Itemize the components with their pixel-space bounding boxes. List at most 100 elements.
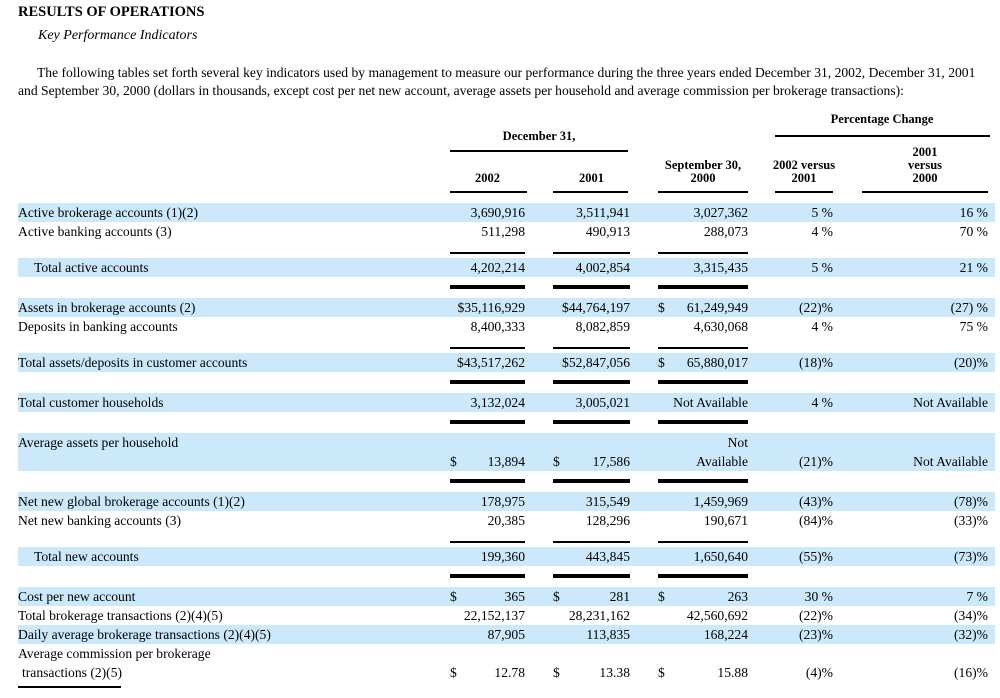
column-gap xyxy=(630,258,658,277)
cell-value: Not Available xyxy=(673,395,748,410)
cell-value: 3,511,941 xyxy=(576,205,630,220)
column-rule-2001-versus-2000 xyxy=(862,191,988,193)
table-row-line: Active brokerage accounts (1)(2) 3,690,91… xyxy=(18,203,995,222)
column-gap xyxy=(525,547,553,566)
column-gap xyxy=(833,492,862,511)
table-row: Total brokerage transactions (2)(4)(5) 22… xyxy=(18,606,995,625)
subtotal-rule-line xyxy=(658,541,748,543)
cell-value: (84)% xyxy=(799,513,833,528)
cell-value: 87,905 xyxy=(487,627,525,642)
cell-pct-2002-2001: 5 % xyxy=(775,203,833,222)
table-row-line: Total new accounts 199,360 443,845 1,650,64… xyxy=(18,547,995,566)
column-gap xyxy=(748,277,775,298)
spacer-cell xyxy=(775,566,833,587)
row-label: Average assets per household xyxy=(18,435,179,450)
cell-sept-2000: Not xyxy=(658,433,748,452)
spacer-cell xyxy=(862,530,988,547)
cell-value: 5 % xyxy=(811,260,833,275)
cell-pct-2001-2000: 70 % xyxy=(862,222,988,241)
cell-2001: 3,005,021 xyxy=(553,393,630,412)
column-gap xyxy=(748,492,775,511)
column-gap xyxy=(748,222,775,241)
total-rule-line xyxy=(553,380,630,384)
spacer-cell xyxy=(658,471,748,492)
spacer-cell xyxy=(775,530,833,547)
cell-value: $52,847,056 xyxy=(562,355,630,370)
spacer-cell xyxy=(553,471,630,492)
cell-2001 xyxy=(553,644,630,663)
cell-value: 281 xyxy=(609,589,630,604)
table-header: December 31, Percentage Change 2002 2001… xyxy=(18,110,995,203)
table-row: Active brokerage accounts (1)(2) 3,690,91… xyxy=(18,203,995,222)
column-gap xyxy=(525,566,553,587)
table-row: Cost per new account $365 $281 $263 30 % 7 % xyxy=(18,587,995,606)
header-rule-percentage-change xyxy=(775,135,990,137)
spacer-row xyxy=(18,336,995,353)
total-rule-line xyxy=(450,380,525,384)
cell-2001: 443,845 xyxy=(553,547,630,566)
table-row: Total assets/deposits in customer accoun… xyxy=(18,353,995,372)
row-label xyxy=(18,452,450,471)
table-row: Average commission per brokerage transact… xyxy=(18,644,995,682)
cell-value: (27) % xyxy=(950,300,988,315)
subtotal-rule-line xyxy=(450,252,525,254)
subtotal-rule-line xyxy=(658,252,748,254)
column-gap xyxy=(525,606,553,625)
cell-value: 42,560,692 xyxy=(686,608,748,623)
column-gap xyxy=(748,587,775,606)
row-label: Total new accounts xyxy=(34,549,139,564)
column-rule-2002 xyxy=(450,191,527,193)
intro-paragraph: The following tables set forth several k… xyxy=(18,64,976,98)
subtotal-rule-line xyxy=(553,252,630,254)
column-gap xyxy=(525,353,553,372)
cell-pct-2002-2001 xyxy=(775,644,833,663)
cell-value: (20)% xyxy=(954,355,988,370)
cell-2002: 4,202,214 xyxy=(450,258,525,277)
column-header-2002-versus-2001: 2002 versus 2001 xyxy=(744,159,864,185)
total-rule-line xyxy=(553,479,630,483)
cell-2002: 20,385 xyxy=(450,511,525,530)
cell-value: 178,975 xyxy=(480,494,525,509)
total-rule-line xyxy=(658,420,748,424)
column-gap xyxy=(525,372,553,393)
cell-pct-2002-2001: (55)% xyxy=(775,547,833,566)
cell-value: Not Available xyxy=(913,454,988,469)
spacer-cell xyxy=(450,530,525,547)
subtotal-rule-line xyxy=(658,347,748,349)
column-gap xyxy=(630,452,658,471)
column-gap xyxy=(630,625,658,644)
spacer-line xyxy=(18,530,995,547)
cell-value: 315,549 xyxy=(585,494,630,509)
column-gap xyxy=(525,298,553,317)
table-row: Total customer households 3,132,024 3,005,… xyxy=(18,393,995,412)
cell-pct-2002-2001: 4 % xyxy=(775,393,833,412)
cell-pct-2002-2001: (22)% xyxy=(775,298,833,317)
cell-sept-2000: 190,671 xyxy=(658,511,748,530)
cell-value: 3,005,021 xyxy=(575,395,630,410)
column-gap xyxy=(630,606,658,625)
dollar-sign: $ xyxy=(658,665,665,680)
spacer-cell xyxy=(553,566,630,587)
column-header-line: 2000 xyxy=(912,171,938,185)
cell-value: 4 % xyxy=(811,224,833,239)
column-gap xyxy=(833,412,862,433)
cell-value: 12.78 xyxy=(494,665,525,680)
cell-sept-2000: 3,315,435 xyxy=(658,258,748,277)
subtotal-rule-line xyxy=(553,347,630,349)
spacer-row xyxy=(18,372,995,393)
column-gap xyxy=(630,663,658,682)
table-row-line: Active banking accounts (3) 511,298 490,91… xyxy=(18,222,995,241)
cell-value: (34)% xyxy=(954,608,988,623)
cell-value: 3,315,435 xyxy=(693,260,748,275)
cell-2001: $44,764,197 xyxy=(553,298,630,317)
cell-2001: 3,511,941 xyxy=(553,203,630,222)
dollar-sign: $ xyxy=(658,300,665,315)
spacer-label xyxy=(18,471,450,492)
column-gap xyxy=(748,317,775,336)
column-gap xyxy=(748,433,775,452)
cell-pct-2001-2000: 75 % xyxy=(862,317,988,336)
header-group-percentage-change: Percentage Change xyxy=(830,112,934,126)
cell-value: $43,517,262 xyxy=(457,355,525,370)
row-label: Total assets/deposits in customer accoun… xyxy=(18,355,248,370)
cell-pct-2001-2000: (16)% xyxy=(862,663,988,682)
